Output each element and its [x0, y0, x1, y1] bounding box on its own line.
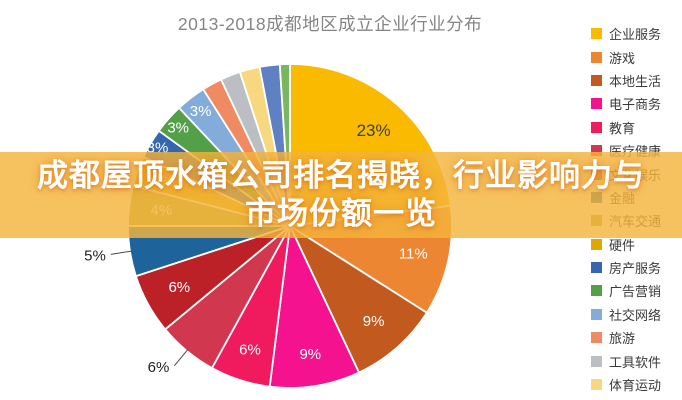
- legend-swatch: [591, 308, 602, 320]
- pie-slice: [268, 225, 360, 389]
- legend-swatch: [591, 285, 602, 297]
- slice-percent-label: 5%: [84, 247, 106, 264]
- slice-percent-label: 23%: [357, 121, 391, 140]
- legend-label: 社交网络: [609, 307, 662, 323]
- legend-label: 企业服务: [609, 27, 662, 43]
- legend-swatch: [591, 121, 602, 133]
- legend-swatch: [591, 332, 602, 344]
- legend-swatch: [591, 51, 602, 63]
- legend-item: 教育: [591, 116, 661, 139]
- legend-label: 硬件: [609, 237, 636, 253]
- banner: 成都屋顶水箱公司排名揭晓，行业影响力与 市场份额一览: [0, 152, 682, 238]
- slice-percent-label: 11%: [399, 246, 428, 263]
- legend-item: 游戏: [591, 45, 661, 68]
- banner-title-line1: 成都屋顶水箱公司排名揭晓，行业影响力与: [37, 158, 645, 193]
- page-title: 2013-2018成都地区成立企业行业分布: [177, 14, 483, 34]
- legend-swatch: [591, 98, 602, 110]
- slice-percent-label: 6%: [168, 279, 190, 296]
- legend-item: 硬件: [591, 233, 661, 256]
- legend-label: 旅游: [609, 331, 636, 347]
- legend-swatch: [591, 238, 602, 250]
- legend-swatch: [591, 379, 602, 391]
- legend-label: 游戏: [609, 50, 636, 66]
- slice-percent-label: 6%: [239, 341, 261, 358]
- legend-swatch: [591, 74, 602, 86]
- legend-item: 广告营销: [591, 279, 661, 302]
- slice-percent-label: 9%: [299, 346, 321, 363]
- legend-swatch: [591, 145, 602, 157]
- slice-percent-label: 6%: [148, 359, 170, 376]
- label-leader-line: [110, 250, 132, 255]
- slice-percent-label: 3%: [190, 103, 212, 120]
- slice-percent-label: 3%: [167, 119, 189, 136]
- legend-item: 电子商务: [591, 92, 661, 115]
- legend-label: 体育运动: [609, 378, 662, 394]
- pie-slice: [289, 225, 428, 374]
- legend-item: 房产服务: [591, 256, 661, 279]
- legend-item: 本地生活: [591, 69, 661, 92]
- legend-swatch: [591, 262, 602, 274]
- legend-label: 教育: [609, 120, 636, 136]
- legend-item: 体育运动: [591, 373, 661, 396]
- banner-title-line2: 市场份额一览: [245, 196, 437, 231]
- legend-swatch: [591, 28, 602, 40]
- legend-swatch: [591, 355, 602, 367]
- label-leader-line: [173, 349, 189, 367]
- legend-label: 工具软件: [609, 354, 662, 370]
- slice-percent-label: 9%: [363, 313, 385, 330]
- legend-item: 社交网络: [591, 303, 661, 326]
- legend-label: 电子商务: [609, 97, 662, 113]
- legend-label: 本地生活: [609, 73, 662, 89]
- legend-item: 工具软件: [591, 349, 661, 372]
- legend-label: 广告营销: [609, 284, 662, 300]
- legend-item: 旅游: [591, 326, 661, 349]
- legend-label: 房产服务: [609, 261, 662, 277]
- legend-item: 企业服务: [591, 22, 661, 45]
